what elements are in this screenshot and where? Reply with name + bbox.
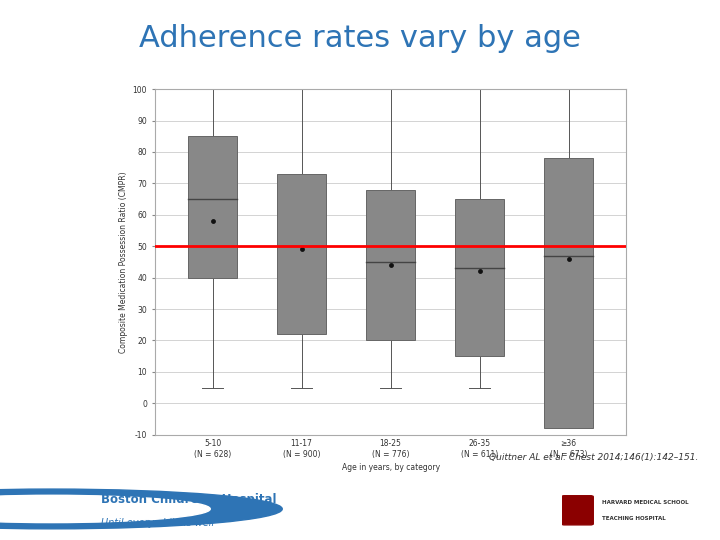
X-axis label: Age in years, by category: Age in years, by category <box>341 463 440 472</box>
Text: TEACHING HOSPITAL: TEACHING HOSPITAL <box>602 516 666 521</box>
Text: Adherence rates vary by age: Adherence rates vary by age <box>139 24 581 53</box>
Text: Until every child is well™: Until every child is well™ <box>101 518 224 528</box>
FancyBboxPatch shape <box>562 496 593 525</box>
Bar <box>366 190 415 340</box>
Text: Boston Children's Hospital: Boston Children's Hospital <box>101 493 276 506</box>
Bar <box>277 174 326 334</box>
Bar <box>188 136 237 278</box>
Circle shape <box>0 489 282 529</box>
Text: Quittner AL et al. Chest 2014;146(1):142–151.: Quittner AL et al. Chest 2014;146(1):142… <box>489 453 698 462</box>
Y-axis label: Composite Medication Possession Ratio (CMPR): Composite Medication Possession Ratio (C… <box>120 171 128 353</box>
Bar <box>455 199 504 356</box>
Bar <box>544 158 593 428</box>
Circle shape <box>0 495 210 523</box>
Text: HARVARD MEDICAL SCHOOL: HARVARD MEDICAL SCHOOL <box>602 500 688 505</box>
